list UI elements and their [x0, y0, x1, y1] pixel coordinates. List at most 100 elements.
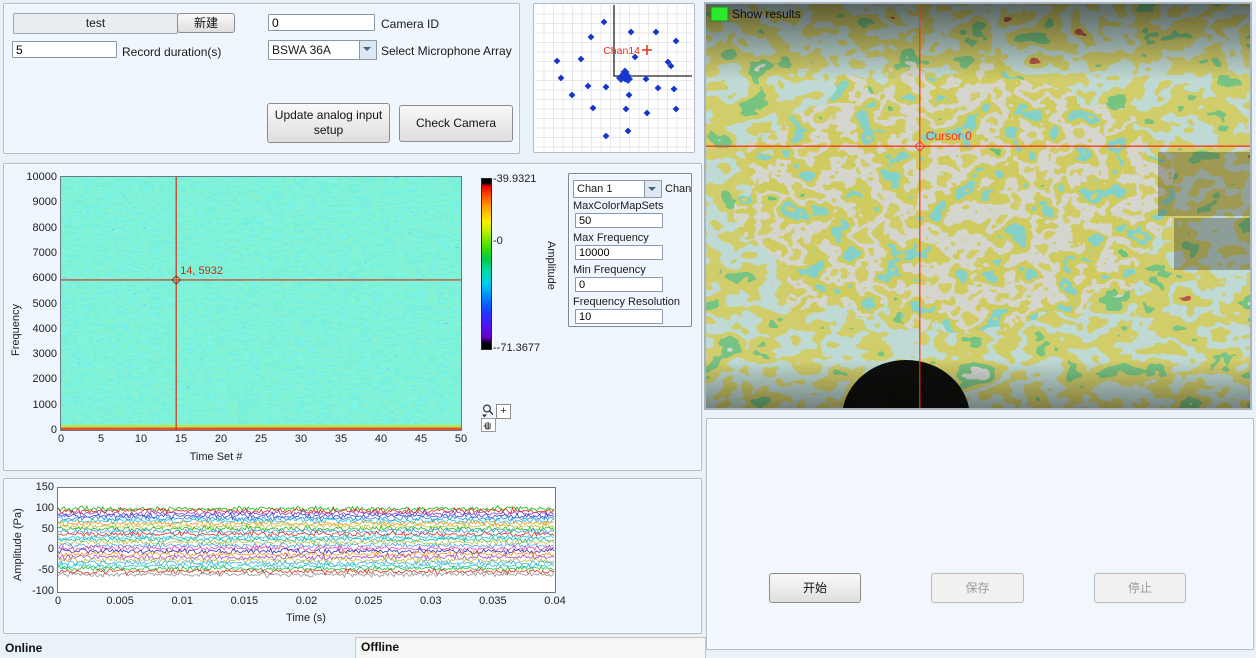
- mic-point: [590, 105, 597, 112]
- tick-label: 150: [16, 481, 54, 493]
- tab-online[interactable]: Online: [5, 641, 42, 655]
- tab-offline-page[interactable]: Offline: [355, 637, 706, 658]
- tick-label: 50: [16, 523, 54, 535]
- colorbar-min-label: --71.3677: [493, 342, 540, 354]
- tick-label: 5: [86, 433, 116, 445]
- tick-label: 100: [16, 502, 54, 514]
- mic-point: [628, 29, 635, 36]
- microphone-array-select[interactable]: BSWA 36A: [268, 40, 377, 60]
- tick-label: 0.01: [164, 595, 200, 607]
- camera-id-input[interactable]: [268, 14, 375, 31]
- colorbar-axis-label: Amplitude: [545, 241, 557, 290]
- max-colormap-input[interactable]: [575, 213, 663, 228]
- mic-point: [673, 38, 680, 45]
- min-frequency-input[interactable]: [575, 277, 663, 292]
- start-button[interactable]: 开始: [769, 573, 861, 603]
- cursor-tool-button[interactable]: +: [496, 404, 511, 419]
- tick-label: 45: [406, 433, 436, 445]
- show-results-checkbox[interactable]: Show results: [711, 7, 801, 21]
- amplitude-colorbar: [481, 178, 492, 350]
- spectrogram-plot[interactable]: 14, 5932: [60, 176, 462, 431]
- mic-point: [625, 128, 632, 135]
- checkbox-on-icon[interactable]: [711, 7, 728, 21]
- camera-cursor-label: Cursor 0: [926, 129, 972, 143]
- spectrogram-xlabel: Time Set #: [190, 451, 243, 463]
- mic-array-plot[interactable]: Chan14: [533, 3, 695, 153]
- tick-label: 3000: [16, 348, 57, 360]
- colorbar-zero-label: -0: [493, 235, 503, 247]
- show-results-label: Show results: [732, 7, 801, 21]
- tick-label: 0.03: [413, 595, 449, 607]
- save-button[interactable]: 保存: [931, 573, 1024, 603]
- tick-label: 0.035: [475, 595, 511, 607]
- max-frequency-input[interactable]: [575, 245, 663, 260]
- dim-overlay: [706, 4, 1250, 408]
- pan-tool-icon[interactable]: [481, 418, 496, 432]
- tick-label: 9000: [16, 196, 57, 208]
- record-duration-label: Record duration(s): [122, 45, 221, 59]
- microphone-array-value: BSWA 36A: [269, 41, 359, 59]
- tab-offline[interactable]: Offline: [361, 640, 399, 654]
- mic-point: [558, 75, 565, 82]
- tick-label: 50: [446, 433, 476, 445]
- tick-label: 2000: [16, 373, 57, 385]
- tick-label: 40: [366, 433, 396, 445]
- acquisition-panel: 开始 保存 停止: [706, 418, 1254, 650]
- chevron-down-icon[interactable]: [359, 41, 376, 59]
- tick-label: 10: [126, 433, 156, 445]
- spectrogram-texture: [61, 177, 461, 430]
- camera-view[interactable]: Cursor 0 Show results: [704, 2, 1252, 410]
- chevron-down-icon[interactable]: [644, 181, 661, 197]
- mic-point: [603, 133, 610, 140]
- tick-label: 0.025: [351, 595, 387, 607]
- mic-point: [601, 19, 608, 26]
- tick-label: -50: [16, 564, 54, 576]
- channel-select[interactable]: Chan 1: [573, 180, 662, 198]
- max-colormap-label: MaxColorMapSets: [573, 200, 663, 212]
- frequency-resolution-input[interactable]: [575, 309, 663, 324]
- tick-label: 20: [206, 433, 236, 445]
- new-project-button[interactable]: 新建: [177, 13, 235, 33]
- tick-label: 8000: [16, 222, 57, 234]
- zoom-tool-icon[interactable]: [481, 403, 495, 418]
- waveform-plot[interactable]: [57, 487, 556, 593]
- tick-label: 0: [16, 543, 54, 555]
- update-analog-input-button[interactable]: Update analog input setup: [267, 103, 390, 143]
- tick-label: 30: [286, 433, 316, 445]
- mic-point: [569, 92, 576, 99]
- spectrogram-hot-row: [61, 428, 461, 431]
- microphone-array-label: Select Microphone Array: [381, 44, 512, 58]
- tick-label: 25: [246, 433, 276, 445]
- mic-point: [653, 29, 660, 36]
- mic-point: [644, 110, 651, 117]
- stop-button[interactable]: 停止: [1094, 573, 1186, 603]
- mic-point: [671, 86, 678, 93]
- tick-label: 0.02: [289, 595, 325, 607]
- channel-settings-panel: Chan 1 Chan MaxColorMapSets Max Frequenc…: [568, 173, 692, 327]
- mic-point: [655, 85, 662, 92]
- check-camera-button[interactable]: Check Camera: [399, 105, 513, 142]
- spectrogram-panel: Frequency 14: [3, 163, 702, 471]
- mic-point: [585, 83, 592, 90]
- mic-point: [578, 56, 585, 63]
- tick-label: 6000: [16, 272, 57, 284]
- record-duration-input[interactable]: [12, 41, 117, 58]
- camera-image[interactable]: Cursor 0 Show results: [706, 4, 1250, 408]
- mic-array-scatter[interactable]: Chan14: [534, 4, 692, 150]
- waveform-xlabel: Time (s): [286, 612, 326, 624]
- tick-label: 15: [166, 433, 196, 445]
- chan-label: Chan: [665, 183, 691, 195]
- frequency-resolution-label: Frequency Resolution: [573, 296, 680, 308]
- tick-label: 4000: [16, 323, 57, 335]
- tick-label: 7000: [16, 247, 57, 259]
- mic-point: [554, 58, 561, 65]
- min-frequency-label: Min Frequency: [573, 264, 646, 276]
- mic-point: [603, 84, 610, 91]
- project-name-field[interactable]: test: [13, 13, 178, 34]
- camera-id-label: Camera ID: [381, 17, 439, 31]
- mic-point: [588, 34, 595, 41]
- mic-point: [626, 92, 633, 99]
- tick-label: 0.005: [102, 595, 138, 607]
- mic-point: [673, 106, 680, 113]
- tick-label: 0.015: [226, 595, 262, 607]
